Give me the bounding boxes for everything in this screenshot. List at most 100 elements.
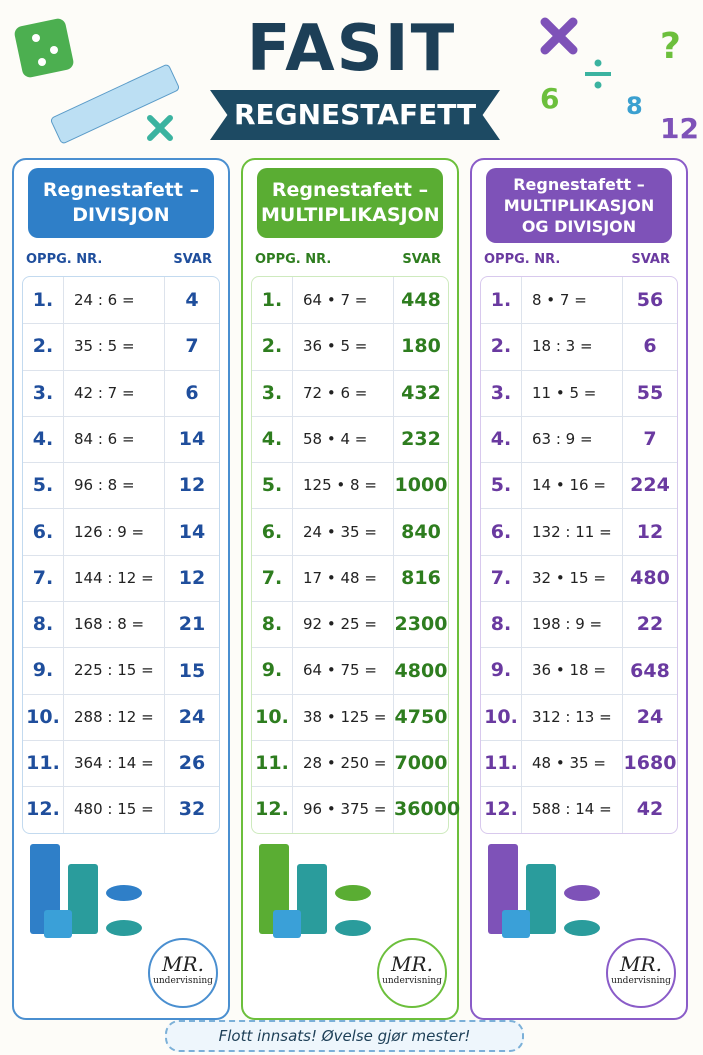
answer: 12 [636,520,664,543]
answer: 448 [401,289,441,312]
title-line: Regnestafett – [513,175,645,194]
cubes-illustration [488,844,600,938]
table-row: 4. 84 : 6 = 14 [23,415,219,464]
task-number: 7. [481,554,522,602]
table-row: 1. 8 • 7 = 56 [481,277,677,325]
expression: 64 • 75 = [293,647,394,694]
table-row: 2. 35 : 5 = 7 [23,323,219,371]
column: Regnestafett – MULTIPLIKASJON OG DIVISJON O… [470,158,688,1020]
table-row: 10. 38 • 125 = 4750 [252,693,448,741]
answer: 32 [178,798,206,821]
task-number: 6. [481,508,522,555]
table-row: 5. 14 • 16 = 224 [481,462,677,510]
answer: 55 [636,381,664,404]
logo: MR. undervisning [148,938,218,1008]
cubes-illustration [259,844,371,938]
task-number: 1. [481,277,522,324]
answer: 4800 [394,659,448,682]
table-row: 12. 588 : 14 = 42 [481,786,677,833]
table-row: 12. 96 • 375 = 36000 [252,786,461,833]
expression: 11 • 5 = [522,369,623,416]
task-number: 7. [252,554,293,602]
table-row: 11. 28 • 250 = 7000 [252,740,448,788]
expression: 225 : 15 = [64,647,165,694]
task-number: 12. [23,786,64,833]
answer: 36000 [394,798,461,821]
table-row: 8. 198 : 9 = 22 [481,601,677,649]
task-number: 8. [481,601,522,648]
answer: 1000 [394,474,448,497]
column-title: Regnestafett – DIVISJON [28,168,214,238]
answer-table: 1. 64 • 7 = 448 2. 36 • 5 = 180 3. 72 • 6 = 432 4… [251,276,461,834]
col-header: SVAR [173,252,212,267]
logo-mark: MR. [620,952,662,976]
task-number: 11. [252,740,293,787]
expression: 480 : 15 = [64,786,165,833]
expression: 35 : 5 = [64,323,165,370]
expression: 96 : 8 = [64,462,165,509]
expression: 18 : 3 = [522,323,623,370]
logo-mark: MR. [162,952,204,976]
task-number: 3. [23,369,64,416]
table-row: 12. 480 : 15 = 32 [23,786,219,833]
answer: 6 [185,381,199,404]
answer: 7 [643,428,657,451]
answer: 26 [178,752,206,775]
task-number: 12. [481,786,522,833]
answer: 648 [630,659,670,682]
expression: 63 : 9 = [522,415,623,463]
decor-number: 8 [626,92,643,120]
answer: 432 [401,381,441,404]
expression: 8 • 7 = [522,277,623,324]
column: Regnestafett – DIVISJON OPPG. NR. SVAR 1. 24 … [12,158,230,1020]
decor-number: 12 [660,112,699,145]
col-header: SVAR [631,252,670,267]
table-row: 7. 144 : 12 = 12 [23,554,219,603]
table-row: 1. 24 : 6 = 4 [23,277,219,325]
table-row: 9. 64 • 75 = 4800 [252,647,448,695]
logo-text: undervisning [382,976,442,986]
task-number: 9. [481,647,522,694]
answer: 816 [401,566,441,589]
expression: 17 • 48 = [293,554,394,602]
title: FASIT [246,12,457,86]
task-number: 4. [23,415,64,463]
expression: 48 • 35 = [522,740,623,787]
task-number: 1. [23,277,64,324]
task-number: 8. [23,601,64,648]
expression: 58 • 4 = [293,415,394,463]
expression: 36 • 5 = [293,323,394,370]
col-header: SVAR [402,252,441,267]
task-number: 4. [252,415,293,463]
answer: 6 [643,335,657,358]
logo-text: undervisning [153,976,213,986]
table-row: 5. 125 • 8 = 1000 [252,462,448,510]
answer: 12 [178,566,206,589]
expression: 92 • 25 = [293,601,394,648]
svg-text:?: ? [660,26,681,67]
task-number: 7. [23,554,64,602]
task-number: 5. [252,462,293,509]
expression: 64 • 7 = [293,277,394,324]
title-line: DIVISJON [72,204,170,226]
answer: 7000 [394,752,448,775]
answer: 232 [401,428,441,451]
expression: 125 • 8 = [293,462,394,509]
expression: 36 • 18 = [522,647,623,694]
task-number: 3. [252,369,293,416]
table-row: 7. 32 • 15 = 480 [481,554,677,603]
task-number: 6. [252,508,293,555]
answer: 24 [178,705,206,728]
top-decor: ? [14,17,681,144]
answer: 4 [185,289,199,312]
task-number: 3. [481,369,522,416]
task-number: 11. [23,740,64,787]
task-number: 8. [252,601,293,648]
task-number: 10. [23,693,64,740]
table-row: 2. 18 : 3 = 6 [481,323,677,371]
expression: 144 : 12 = [64,554,165,602]
table-row: 10. 288 : 12 = 24 [23,693,219,741]
decor-number: 6 [540,82,560,115]
title-line: OG DIVISJON [521,217,637,236]
col-header: OPPG. NR. [26,252,103,267]
